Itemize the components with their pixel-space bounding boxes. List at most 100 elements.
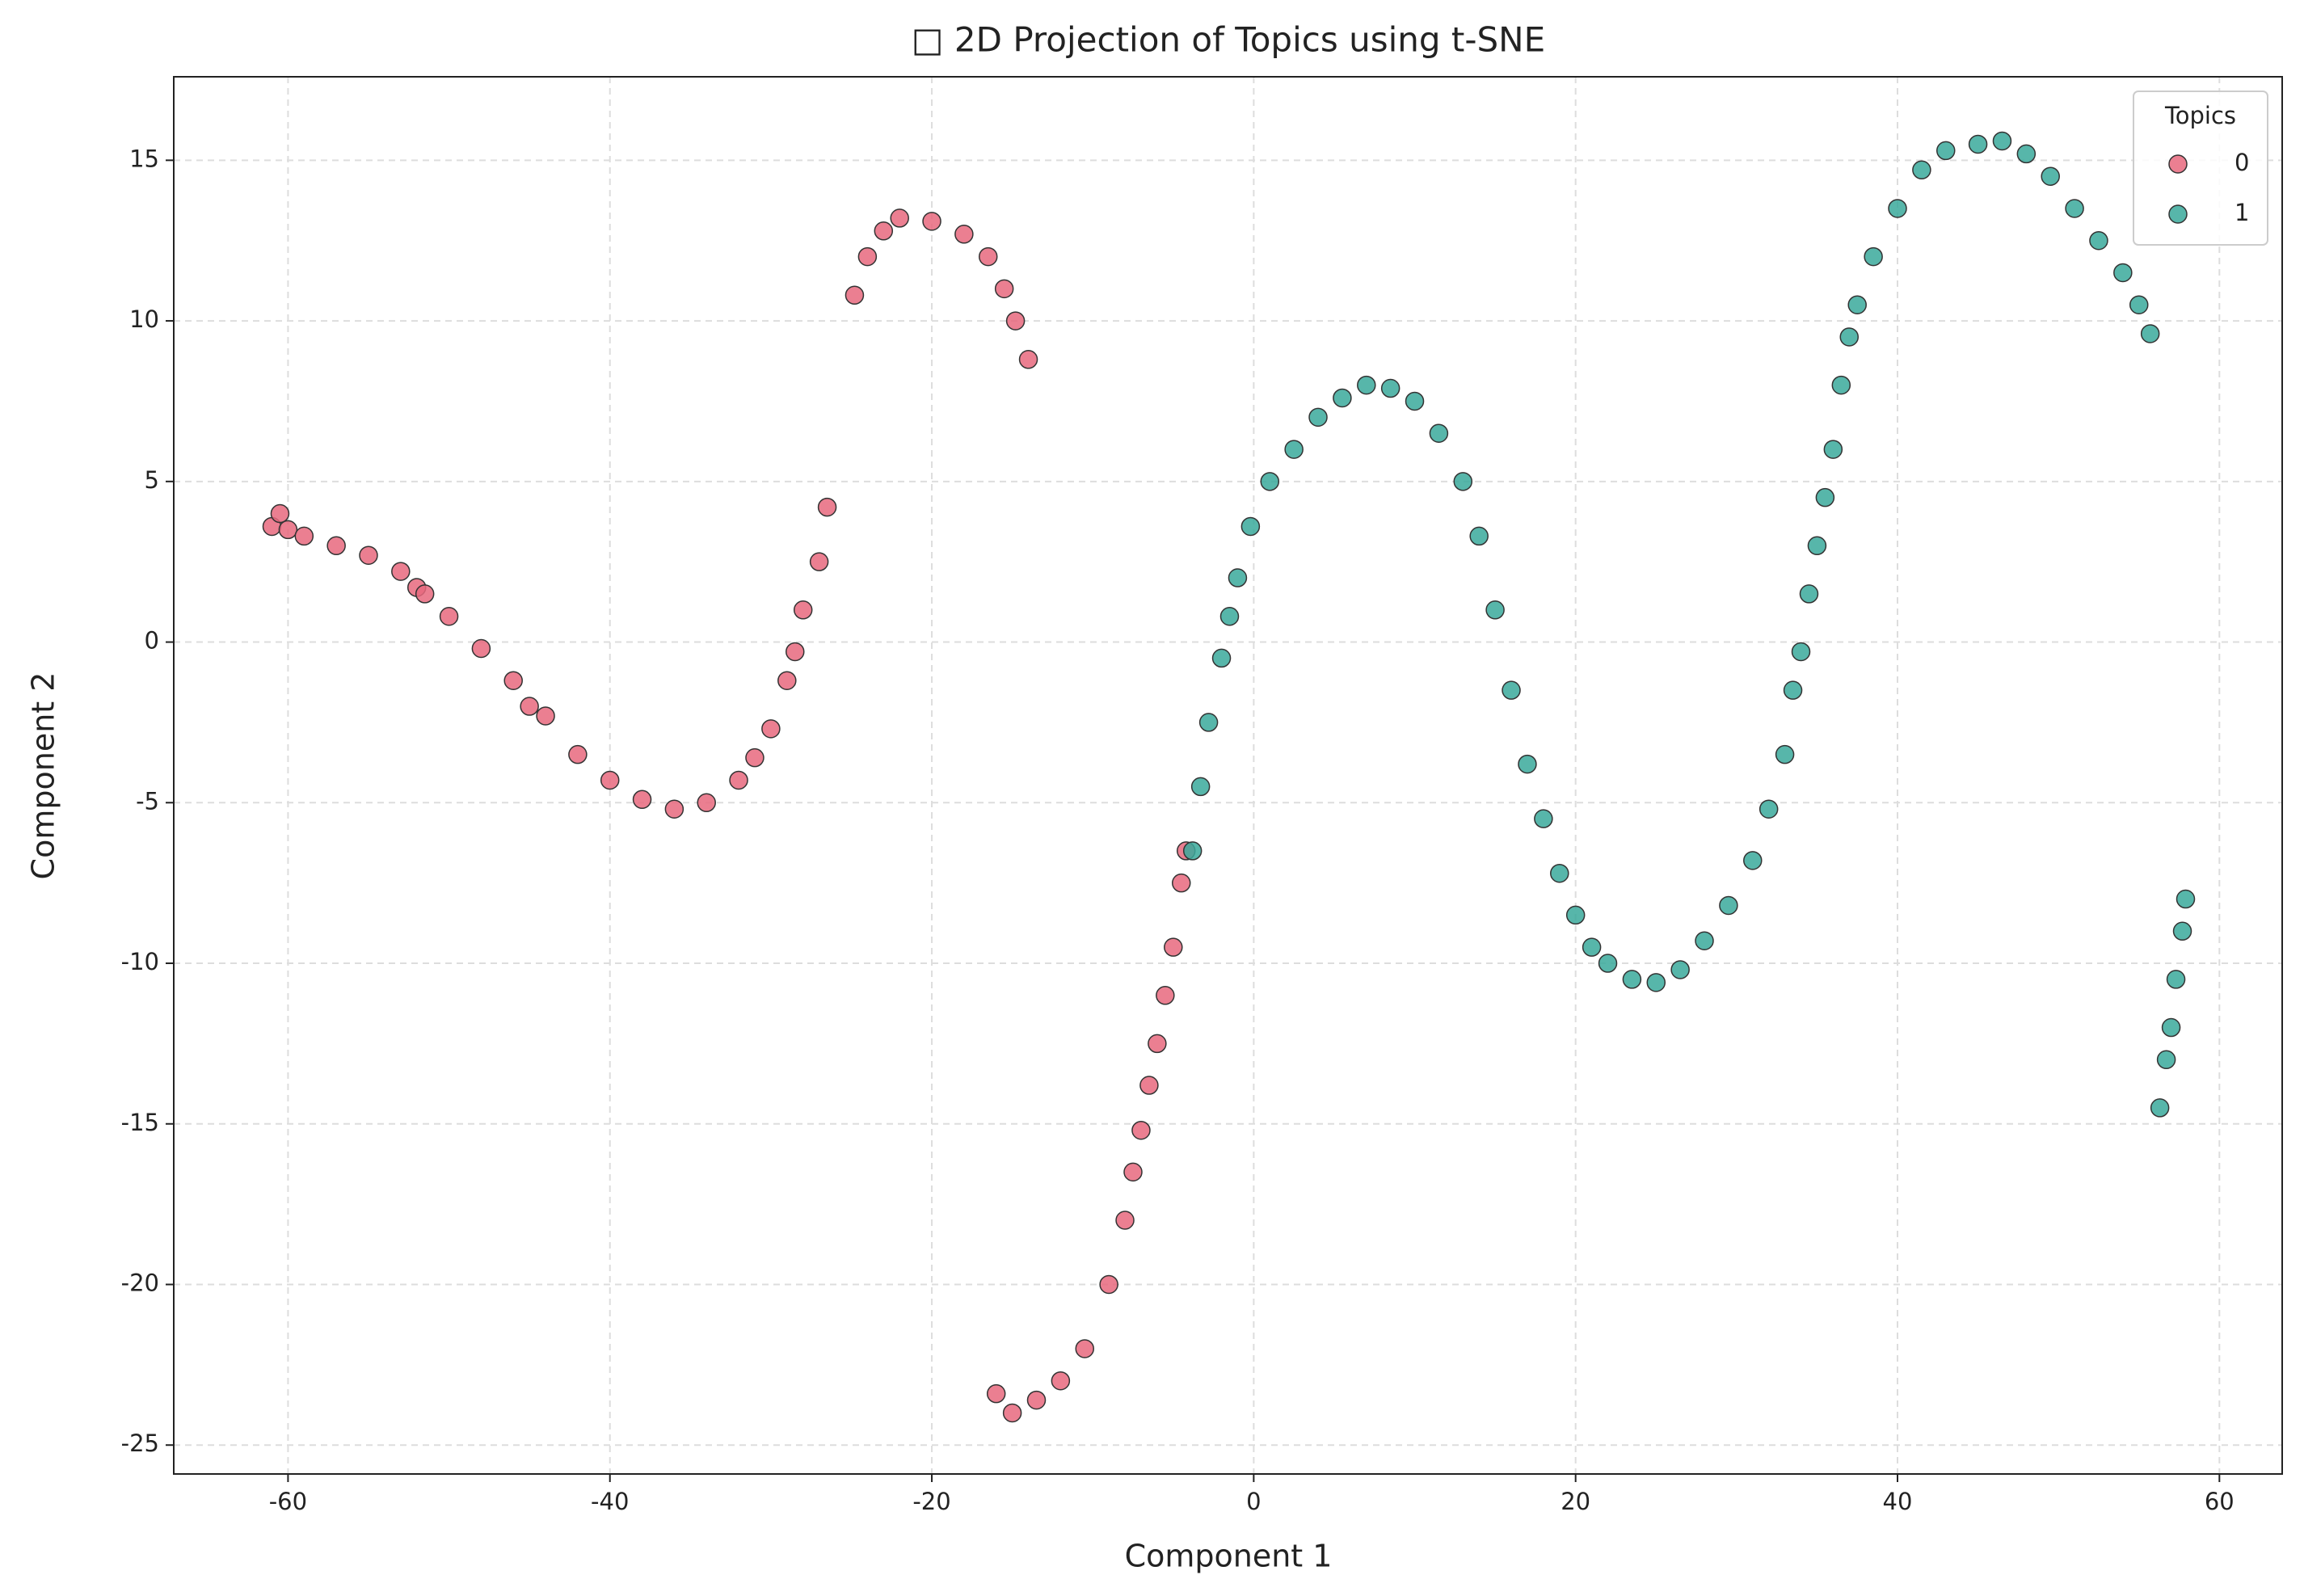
point <box>1380 378 1401 398</box>
point <box>415 584 435 604</box>
point <box>359 545 378 565</box>
point <box>1018 350 1038 369</box>
point <box>1123 1162 1143 1182</box>
point <box>1190 777 1211 797</box>
point <box>954 225 974 244</box>
point <box>979 246 998 267</box>
point <box>1485 600 1505 620</box>
point <box>2041 166 2060 186</box>
point <box>600 770 620 790</box>
point <box>890 208 909 228</box>
point <box>664 799 684 819</box>
y-tick-label: -25 <box>121 1430 159 1457</box>
point <box>391 562 411 581</box>
y-tick-label: 5 <box>145 466 159 494</box>
point <box>809 552 829 571</box>
point <box>2129 295 2149 314</box>
point <box>1284 440 1304 459</box>
point <box>2156 1050 2176 1070</box>
point <box>1156 986 1175 1005</box>
point <box>1219 607 1240 626</box>
point <box>777 671 797 690</box>
x-axis-label: Component 1 <box>1125 1539 1333 1574</box>
y-tick-label: -5 <box>136 787 159 815</box>
x-tick-label: 60 <box>2205 1488 2235 1515</box>
point <box>326 536 346 556</box>
point <box>1807 536 1827 556</box>
point <box>994 279 1014 299</box>
point <box>817 497 837 517</box>
point <box>1131 1120 1151 1140</box>
point <box>1357 375 1376 395</box>
y-tick-label: 0 <box>145 627 159 655</box>
x-tick-label: 0 <box>1246 1488 1261 1515</box>
x-tick-label: -40 <box>591 1488 629 1515</box>
point <box>1622 970 1642 989</box>
point <box>1002 1403 1022 1423</box>
point <box>1598 954 1618 973</box>
point <box>1171 873 1191 893</box>
y-tick-label: 10 <box>129 305 159 333</box>
point <box>1791 642 1811 662</box>
point <box>1115 1211 1135 1230</box>
point <box>845 285 865 305</box>
point <box>922 212 941 231</box>
point <box>1260 472 1280 491</box>
point <box>986 1383 1006 1404</box>
point <box>1646 973 1666 992</box>
y-tick-label: -10 <box>121 948 159 975</box>
point <box>270 503 290 524</box>
point <box>2172 921 2192 941</box>
point <box>1783 680 1803 700</box>
point <box>761 719 781 739</box>
point <box>1333 388 1352 408</box>
point <box>1968 134 1988 154</box>
point <box>1198 713 1219 732</box>
point <box>1847 295 1867 314</box>
point <box>1240 516 1261 537</box>
point <box>1550 863 1569 883</box>
point <box>1582 937 1602 957</box>
point <box>1775 744 1795 764</box>
legend-marker <box>2168 204 2188 224</box>
point <box>1005 311 1026 331</box>
point <box>1992 131 2012 151</box>
point <box>503 671 523 690</box>
point <box>632 790 652 810</box>
point <box>1211 648 1232 668</box>
x-tick-label: -20 <box>912 1488 950 1515</box>
x-tick-label: 40 <box>1883 1488 1913 1515</box>
point <box>1453 472 1473 491</box>
legend-label: 1 <box>2235 199 2249 226</box>
point <box>2176 889 2196 909</box>
point <box>1228 568 1248 587</box>
x-tick-label: -60 <box>269 1488 307 1515</box>
point <box>1148 1034 1167 1054</box>
point <box>697 793 716 813</box>
point <box>568 744 588 764</box>
legend-label: 0 <box>2235 149 2249 176</box>
y-tick-label: -15 <box>121 1109 159 1136</box>
point <box>536 706 555 726</box>
point <box>1743 851 1763 870</box>
point <box>874 221 894 241</box>
point <box>2150 1098 2170 1118</box>
point <box>1075 1339 1094 1358</box>
point <box>439 607 459 626</box>
legend-box <box>2133 91 2268 246</box>
point <box>729 770 748 790</box>
point <box>1534 809 1553 828</box>
point <box>1308 407 1328 427</box>
point <box>1429 423 1449 443</box>
point <box>1502 680 1521 700</box>
point <box>1759 799 1779 819</box>
point <box>1839 327 1860 347</box>
point <box>1888 199 1907 218</box>
point <box>745 747 764 768</box>
point <box>1831 375 1851 395</box>
point <box>1823 440 1843 459</box>
y-axis-label: Component 2 <box>26 672 61 880</box>
point <box>1799 584 1819 604</box>
point <box>2161 1017 2181 1038</box>
